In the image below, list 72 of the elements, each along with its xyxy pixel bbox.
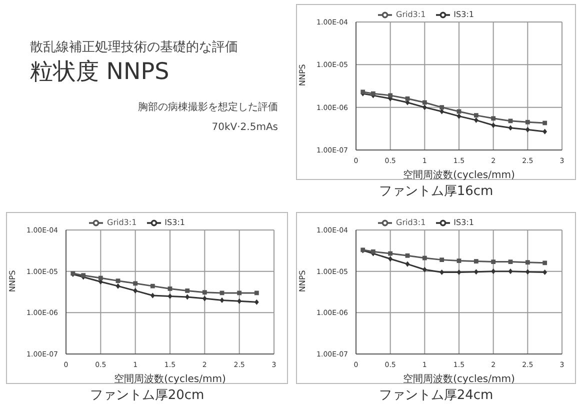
point [508, 118, 513, 124]
x-axis-title: 空間周波数(cycles/mm) [403, 169, 515, 181]
point [185, 288, 190, 293]
y-axis-title: NNPS [8, 270, 17, 292]
text: ファントム厚24cm [378, 387, 494, 404]
point [388, 256, 393, 262]
point [440, 258, 444, 262]
text: 70kV·2.5mAs [212, 122, 278, 133]
point [422, 266, 427, 272]
point [456, 113, 462, 119]
legend-label: IS3:1 [454, 10, 474, 20]
point [405, 253, 410, 258]
point [202, 290, 207, 295]
point [491, 116, 496, 121]
point [220, 297, 224, 304]
point [150, 292, 155, 298]
point [422, 256, 427, 260]
point [508, 268, 513, 274]
point [525, 120, 530, 124]
point [133, 281, 138, 286]
point [422, 104, 427, 110]
point [150, 284, 155, 288]
legend-label: Grid3:1 [396, 218, 426, 228]
point [474, 259, 478, 264]
point [220, 290, 224, 296]
point [98, 276, 103, 280]
point [254, 290, 259, 296]
point [525, 260, 530, 265]
point [237, 290, 242, 296]
legend-label: IS3:1 [164, 218, 185, 228]
text: ファントム厚20cm [88, 387, 206, 404]
x-axis-title: 空間周波数(cycles/mm) [114, 373, 226, 385]
legend-label: Grid3:1 [107, 218, 137, 228]
y-axis-title: NNPS [298, 64, 307, 86]
point [405, 96, 410, 101]
point [542, 128, 548, 134]
point [474, 269, 478, 275]
legend-label: Grid3:1 [396, 10, 426, 20]
point [542, 260, 548, 266]
point [422, 100, 427, 105]
point [116, 283, 120, 289]
x-axis-title: 空間周波数(cycles/mm) [403, 373, 515, 385]
point [508, 260, 513, 264]
point [370, 91, 376, 96]
point [542, 120, 548, 126]
point [405, 261, 410, 267]
point [202, 296, 207, 302]
point [185, 294, 190, 300]
point [491, 260, 496, 264]
point [116, 278, 120, 284]
point [491, 122, 496, 128]
point [542, 269, 548, 276]
legend-label: IS3:1 [454, 218, 474, 228]
y-axis-title: NNPS [298, 270, 307, 292]
point [508, 125, 513, 131]
point [370, 249, 376, 254]
point [168, 286, 172, 291]
text: 粒状度 NNPS [30, 58, 170, 87]
text: 散乱線補正処理技術の基礎的な評価 [30, 39, 238, 56]
point [491, 268, 496, 274]
point [254, 299, 259, 305]
point [474, 117, 478, 123]
text: 胸部の病棟撮影を想定した評価 [138, 100, 278, 114]
point [456, 258, 462, 263]
text: ファントム厚16cm [378, 183, 494, 200]
point [388, 251, 393, 256]
point [133, 288, 138, 294]
point [440, 105, 444, 110]
point [474, 113, 478, 118]
point [388, 93, 393, 98]
point [525, 126, 530, 132]
point [168, 293, 172, 300]
